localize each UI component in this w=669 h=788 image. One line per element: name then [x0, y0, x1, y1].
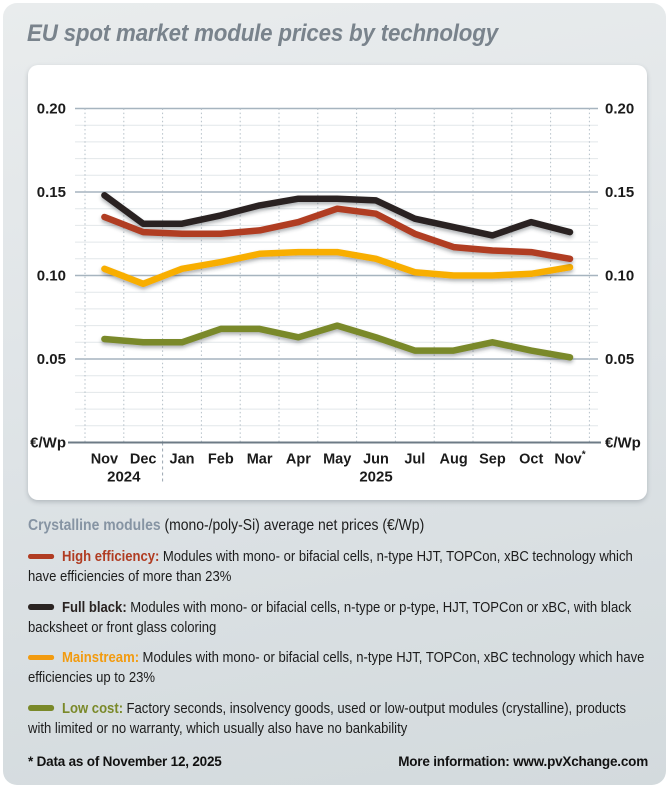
svg-text:Feb: Feb	[208, 452, 234, 468]
svg-text:€/Wp: €/Wp	[605, 435, 641, 452]
svg-text:€/Wp: €/Wp	[30, 435, 66, 452]
legend-item-mainstream: Mainstream: Modules with mono- or bifacia…	[28, 648, 649, 688]
legend-label-low-cost: Low cost:	[62, 699, 124, 717]
svg-text:0.20: 0.20	[605, 101, 634, 118]
legend-label-full-black: Full black:	[62, 598, 127, 616]
legend-text-high-efficiency: Modules with mono- or bifacial cells, n-…	[28, 548, 633, 585]
svg-text:2024: 2024	[107, 469, 141, 486]
legend-dash-low-cost	[28, 705, 55, 711]
legend-dash-full-black	[28, 604, 55, 610]
svg-text:0.10: 0.10	[605, 268, 634, 285]
footer-more-info: More information: www.pvXchange.com	[398, 754, 648, 769]
infographic-card: EU spot market module prices by technolo…	[3, 3, 666, 785]
svg-text:0.15: 0.15	[605, 184, 634, 201]
legend-header-title: Crystalline modules	[28, 517, 161, 534]
svg-text:Sep: Sep	[479, 452, 506, 468]
svg-text:Dec: Dec	[130, 452, 157, 468]
svg-text:Mar: Mar	[247, 452, 273, 468]
legend-dash-high-efficiency	[28, 553, 55, 560]
legend-label-mainstream: Mainstream:	[62, 649, 140, 667]
svg-text:Apr: Apr	[286, 452, 311, 468]
legend-header-rest: (mono-/poly-Si) average net prices (€/Wp…	[160, 517, 425, 534]
legend-item-full-black: Full black: Modules with mono- or bifacia…	[28, 598, 649, 638]
svg-text:May: May	[323, 452, 351, 468]
svg-text:Oct: Oct	[519, 452, 543, 468]
svg-text:Aug: Aug	[440, 452, 468, 468]
svg-text:0.15: 0.15	[37, 184, 66, 201]
svg-text:0.05: 0.05	[605, 351, 634, 368]
svg-text:Nov: Nov	[91, 452, 118, 468]
legend-header: Crystalline modules (mono-/poly-Si) aver…	[28, 515, 649, 536]
svg-text:0.20: 0.20	[37, 101, 66, 118]
legend-item-high-efficiency: High efficiency: Modules with mono- or bi…	[28, 547, 649, 587]
svg-text:2025: 2025	[359, 469, 392, 486]
legend-text-mainstream: Modules with mono- or bifacial cells, n-…	[28, 649, 645, 687]
svg-text:Jun: Jun	[363, 452, 389, 468]
svg-text:Jul: Jul	[404, 452, 425, 468]
svg-text:0.05: 0.05	[37, 351, 66, 368]
price-chart: 0.05 0.05 0.10 0.10 0.15 0.15 0.20 0.20 €/Wp €/Wp…	[30, 101, 641, 486]
svg-text:Jan: Jan	[170, 452, 195, 468]
footer-data-note: * Data as of November 12, 2025	[28, 754, 222, 769]
legend-item-low-cost: Low cost: Factory seconds, insolvency goo…	[28, 699, 649, 739]
chart-panel: 0.05 0.05 0.10 0.10 0.15 0.15 0.20 0.20 €/Wp €/Wp…	[28, 65, 647, 500]
legend-text-full-black: Modules with mono- or bifacial cells, n-…	[28, 598, 632, 636]
legend-label-high-efficiency: High efficiency:	[62, 548, 160, 566]
legend: Crystalline modules (mono-/poly-Si) aver…	[28, 515, 649, 749]
svg-text:0.10: 0.10	[37, 268, 66, 285]
svg-text:Nov*: Nov*	[554, 450, 585, 468]
legend-text-low-cost: Factory seconds, insolvency goods, used …	[28, 699, 627, 737]
legend-dash-mainstream	[28, 654, 55, 661]
footer: * Data as of November 12, 2025 More info…	[28, 754, 648, 769]
page-title: EU spot market module prices by technolo…	[27, 20, 498, 47]
